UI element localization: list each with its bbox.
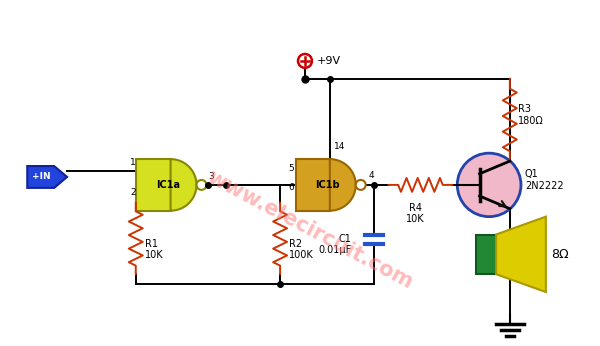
Circle shape [356,180,365,190]
Circle shape [298,54,312,68]
Circle shape [457,153,521,217]
Bar [136,159,170,211]
Text: 1: 1 [130,158,136,167]
Text: www.elecircuit.com: www.elecircuit.com [203,167,416,292]
Text: Q1
2N2222: Q1 2N2222 [525,169,563,191]
Polygon shape [330,159,356,211]
Text: R1
10K: R1 10K [145,239,163,260]
Text: R4
10K: R4 10K [406,203,425,224]
Text: 3: 3 [208,172,214,181]
Polygon shape [496,217,546,292]
Text: IC1b: IC1b [316,180,340,190]
Text: +IN: +IN [32,172,50,181]
Text: 8Ω: 8Ω [551,248,568,261]
Text: 14: 14 [334,142,345,151]
Text: R3
180Ω: R3 180Ω [518,104,544,126]
Text: 2: 2 [130,188,136,197]
Text: 4: 4 [368,171,374,180]
Text: C1
0.01μF: C1 0.01μF [319,234,352,255]
Bar [476,235,496,274]
Circle shape [196,180,206,190]
Text: +9V: +9V [317,56,341,66]
Bar [296,159,330,211]
Text: 5: 5 [288,164,294,173]
Text: R2
100K: R2 100K [289,239,314,260]
Text: 6: 6 [288,183,294,192]
Polygon shape [27,166,67,188]
Text: IC1a: IC1a [157,180,181,190]
Polygon shape [170,159,196,211]
